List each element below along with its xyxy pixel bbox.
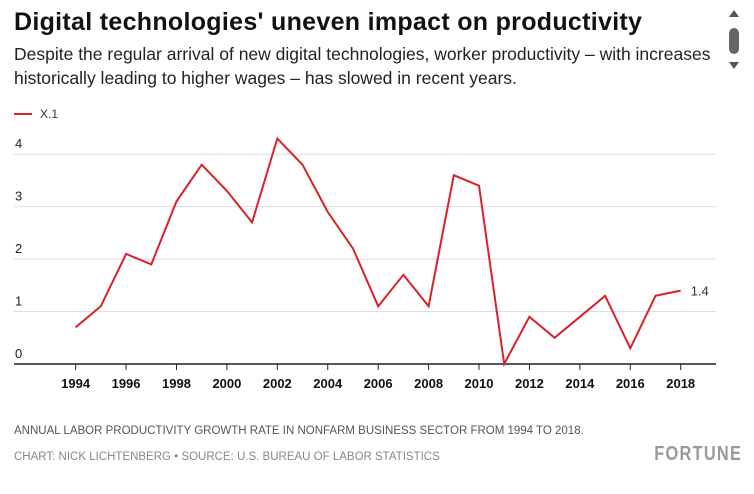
fortune-logo: FORTUNE — [654, 443, 742, 465]
x-tick-label: 2016 — [616, 376, 645, 391]
x-tick-label: 2006 — [364, 376, 393, 391]
legend-label: X.1 — [40, 107, 59, 121]
chart-credit: CHART: NICK LICHTENBERG • SOURCE: U.S. B… — [14, 451, 440, 463]
x-tick-label: 1998 — [162, 376, 191, 391]
x-tick-label: 2010 — [465, 376, 494, 391]
x-tick-label: 2004 — [313, 376, 343, 391]
x-tick-label: 2012 — [515, 376, 544, 391]
x-tick-label: 2000 — [212, 376, 241, 391]
data-points — [74, 137, 681, 365]
scrollbar[interactable] — [725, 10, 743, 70]
y-tick-label: 0 — [15, 346, 22, 361]
y-tick-label: 4 — [15, 136, 22, 151]
scroll-down-arrow-icon[interactable] — [729, 62, 739, 69]
chart-subtitle: Despite the regular arrival of new digit… — [14, 44, 711, 88]
grid-lines — [14, 153, 716, 365]
legend-swatch — [14, 113, 32, 115]
scroll-thumb[interactable] — [729, 28, 739, 54]
legend: X.1 — [14, 106, 58, 122]
line-chart: 0 1 2 3 4 1994 1996 1998 2000 2002 2004 2006 2008 20… — [14, 136, 716, 391]
y-tick-labels: 0 1 2 3 4 — [15, 136, 22, 361]
x-tick-label: 2014 — [565, 376, 595, 391]
chart-title: Digital technologies' uneven impact on p… — [14, 8, 643, 36]
x-tick-label: 1994 — [61, 376, 91, 391]
x-tick-label: 1996 — [112, 376, 141, 391]
end-value-label: 1.4 — [691, 284, 709, 299]
x-tick-labels: 1994 1996 1998 2000 2002 2004 2006 2008 2010 2012… — [61, 364, 695, 391]
y-tick-label: 2 — [15, 241, 22, 256]
series-layer: 1.4 — [74, 136, 709, 368]
y-tick-label: 1 — [15, 294, 22, 309]
series-line — [74, 136, 681, 368]
chart-footnote: ANNUAL LABOR PRODUCTIVITY GROWTH RATE IN… — [14, 425, 584, 437]
x-tick-label: 2018 — [666, 376, 695, 391]
scroll-up-arrow-icon[interactable] — [729, 10, 739, 17]
y-tick-label: 3 — [15, 189, 22, 204]
x-tick-label: 2008 — [414, 376, 443, 391]
x-tick-label: 2002 — [263, 376, 292, 391]
